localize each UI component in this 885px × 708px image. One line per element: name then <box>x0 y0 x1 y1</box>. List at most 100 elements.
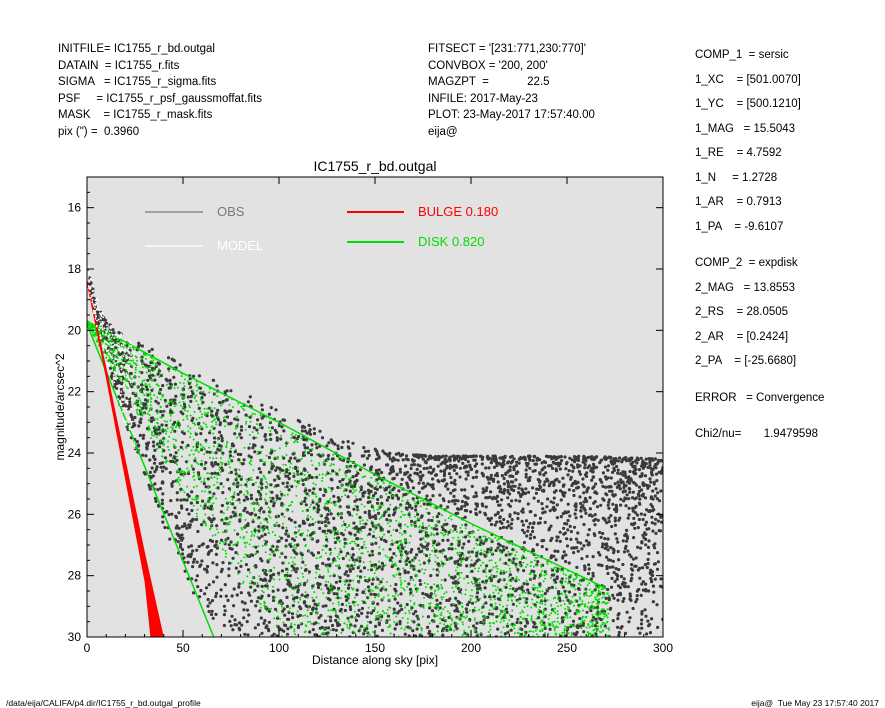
disk-point <box>425 532 428 535</box>
disk-point <box>607 627 610 630</box>
obs-point <box>582 457 586 461</box>
disk-point <box>591 618 594 620</box>
disk-point <box>137 397 140 400</box>
obs-point <box>219 538 224 542</box>
obs-point <box>269 574 273 578</box>
obs-point <box>453 609 457 613</box>
obs-point <box>388 472 392 476</box>
obs-point <box>123 403 127 407</box>
disk-point <box>345 604 348 607</box>
disk-point <box>222 540 224 543</box>
obs-point <box>213 440 217 444</box>
disk-point <box>556 597 559 600</box>
obs-point <box>438 549 442 553</box>
disk-point <box>473 617 476 620</box>
disk-point <box>135 402 138 405</box>
parameter-line: 1_MAG = 15.5043 <box>695 122 796 135</box>
obs-point <box>169 499 173 503</box>
obs-point <box>157 369 161 373</box>
disk-point <box>203 413 206 416</box>
disk-point <box>444 619 447 622</box>
disk-point <box>224 425 227 428</box>
obs-point <box>221 561 225 565</box>
obs-point <box>453 478 457 482</box>
disk-point <box>342 520 345 523</box>
disk-point <box>353 596 356 599</box>
disk-point <box>322 592 325 595</box>
obs-point <box>328 547 332 552</box>
obs-point <box>387 495 391 499</box>
obs-point <box>392 476 396 480</box>
parameter-line: 1_RE = 4.7592 <box>695 147 782 159</box>
obs-point <box>210 409 214 413</box>
obs-point <box>363 628 367 633</box>
disk-point <box>394 592 397 595</box>
disk-point <box>474 567 477 570</box>
disk-point <box>334 559 337 562</box>
obs-point <box>365 456 370 460</box>
obs-point <box>332 494 336 498</box>
obs-point <box>489 473 493 477</box>
obs-point <box>451 576 456 580</box>
obs-point <box>564 467 568 471</box>
obs-point <box>603 546 608 551</box>
disk-point <box>437 605 440 608</box>
obs-point <box>215 384 219 388</box>
obs-point <box>249 496 254 501</box>
obs-point <box>418 579 422 583</box>
obs-point <box>531 486 535 490</box>
disk-point <box>273 617 276 620</box>
obs-point <box>488 518 492 523</box>
obs-point <box>602 517 606 521</box>
obs-point <box>555 503 559 507</box>
obs-point <box>272 572 276 577</box>
obs-point <box>495 500 500 504</box>
obs-point <box>460 488 464 492</box>
obs-point <box>644 520 649 524</box>
disk-point <box>225 444 228 447</box>
obs-point <box>568 524 572 529</box>
obs-point <box>128 400 132 404</box>
obs-point <box>464 477 468 481</box>
obs-point <box>338 498 342 502</box>
obs-point <box>208 538 212 543</box>
obs-point <box>246 633 250 637</box>
disk-point <box>457 553 460 556</box>
disk-point <box>404 606 407 609</box>
disk-point <box>148 410 151 413</box>
disk-point <box>128 362 131 365</box>
obs-point <box>396 458 400 462</box>
obs-point <box>410 519 414 524</box>
obs-point <box>323 520 327 524</box>
obs-point <box>614 510 618 514</box>
obs-point <box>219 594 223 598</box>
disk-point <box>195 394 198 397</box>
disk-point <box>283 472 286 475</box>
obs-point <box>237 410 241 414</box>
obs-point <box>417 453 421 457</box>
obs-point <box>372 592 376 597</box>
obs-point <box>635 594 639 598</box>
obs-point <box>623 456 628 461</box>
obs-point <box>623 584 627 589</box>
disk-point <box>348 616 351 619</box>
obs-point <box>177 511 181 515</box>
obs-point <box>627 478 631 482</box>
obs-point <box>610 524 614 529</box>
disk-point <box>602 617 605 620</box>
disk-point <box>272 500 275 502</box>
obs-point <box>360 611 364 616</box>
disk-point <box>499 609 502 612</box>
obs-point <box>502 491 506 495</box>
obs-point <box>260 631 264 635</box>
obs-point <box>448 463 452 467</box>
obs-point <box>375 634 379 637</box>
obs-point <box>576 549 580 553</box>
disk-point <box>437 588 440 591</box>
obs-point <box>486 477 490 481</box>
obs-point <box>164 423 168 427</box>
obs-point <box>370 549 374 553</box>
disk-point <box>351 540 354 543</box>
obs-point <box>652 480 656 484</box>
obs-point <box>443 555 447 559</box>
